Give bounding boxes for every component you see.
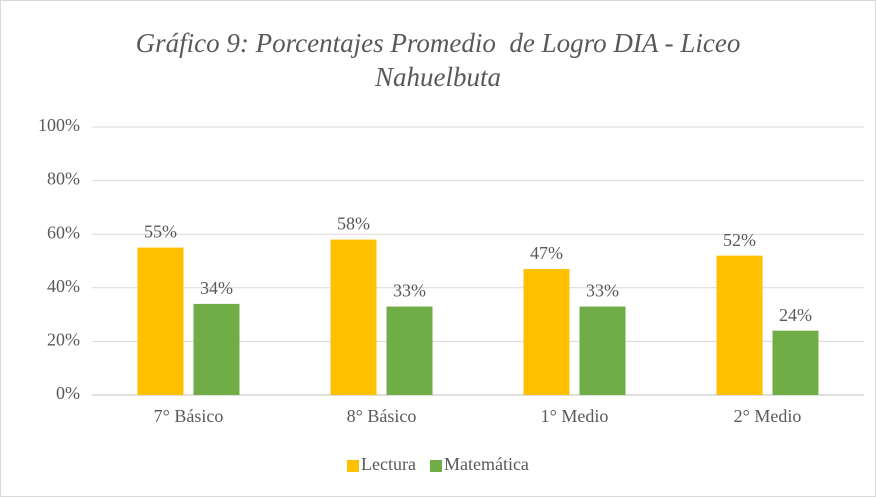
- bar: [772, 330, 819, 395]
- bar: [137, 247, 184, 395]
- value-label: 55%: [144, 222, 177, 242]
- value-label: 34%: [200, 278, 233, 298]
- y-tick-label: 20%: [47, 330, 80, 350]
- value-label: 33%: [586, 281, 619, 301]
- y-tick-label: 0%: [56, 383, 80, 403]
- value-label: 58%: [337, 214, 370, 234]
- x-tick-label: 7° Básico: [154, 406, 224, 426]
- legend-label: Matemática: [444, 454, 529, 474]
- bar: [716, 255, 763, 395]
- x-tick-label: 1° Medio: [541, 406, 609, 426]
- bar: [193, 303, 240, 395]
- value-label: 33%: [393, 281, 426, 301]
- x-tick-label: 8° Básico: [347, 406, 417, 426]
- value-label: 47%: [530, 243, 563, 263]
- bar: [330, 239, 377, 395]
- bar: [386, 306, 433, 395]
- y-tick-label: 40%: [47, 276, 80, 296]
- bar: [579, 306, 626, 395]
- bar: [523, 269, 570, 395]
- value-label: 24%: [779, 305, 812, 325]
- legend-swatch: [347, 460, 359, 472]
- value-label: 52%: [723, 230, 756, 250]
- y-tick-label: 100%: [38, 115, 80, 135]
- chart-title: Gráfico 9: Porcentajes Promedio de Logro…: [135, 28, 748, 92]
- x-tick-label: 2° Medio: [734, 406, 802, 426]
- legend-label: Lectura: [361, 454, 416, 474]
- legend-swatch: [429, 460, 442, 472]
- y-tick-label: 80%: [47, 169, 80, 189]
- y-tick-label: 60%: [47, 222, 80, 242]
